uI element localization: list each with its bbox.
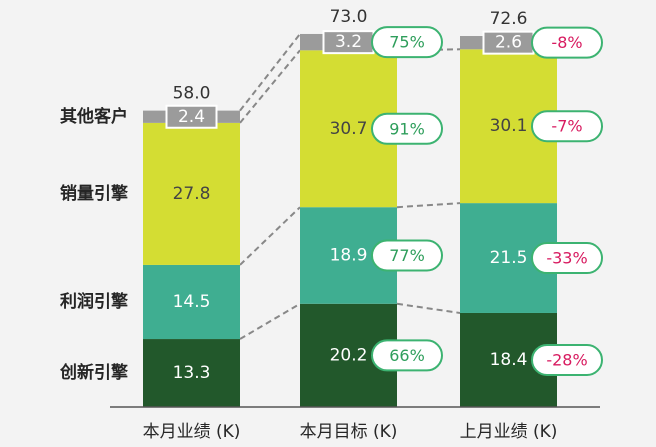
- connector-line-bar1-bar2: [239, 206, 301, 266]
- comparison-bubble-label: -33%: [546, 249, 587, 268]
- total-value-label: 58.0: [173, 84, 211, 104]
- x-tick-label: 上月业绩 (K): [460, 422, 558, 442]
- bar-segment: [143, 122, 240, 265]
- comparison-bubble-label: 77%: [389, 246, 425, 265]
- x-tick-label: 本月目标 (K): [300, 422, 398, 442]
- comparison-bubble: [371, 112, 443, 145]
- segment-value-label: 18.9: [330, 245, 368, 265]
- x-tick-label: 本月业绩 (K): [143, 422, 241, 442]
- comparison-bubble: [371, 26, 443, 59]
- segment-value-label: 18.4: [490, 350, 528, 370]
- comparison-bubble-label: -8%: [551, 33, 582, 52]
- comparison-bubble: [371, 239, 443, 272]
- segment-value-label: 30.7: [330, 119, 368, 139]
- comparison-bubble-label: 75%: [389, 33, 425, 52]
- series-row-label: 利润引擎: [60, 291, 129, 312]
- segment-value-label: 13.3: [173, 363, 211, 383]
- segment-value-label: 30.1: [490, 116, 528, 136]
- segment-value-label: 14.5: [173, 292, 211, 312]
- bar-segment: [143, 339, 240, 407]
- comparison-bubble-label: -7%: [551, 117, 582, 136]
- labels: 13.3 14.5 27.8 2.4 58.0 本月业绩 (K) 20.2 18.9 30.7 3…: [59, 7, 603, 442]
- connector-line-bar1-bar2: [239, 49, 301, 124]
- segment-value-label: 21.5: [490, 248, 528, 268]
- total-value-label: 73.0: [330, 7, 368, 27]
- bar-segment: [143, 264, 240, 340]
- comparison-bubble: [371, 339, 443, 372]
- comparison-bubble-label: 91%: [389, 119, 425, 138]
- series-row-label: 销量引擎: [60, 183, 129, 204]
- segment-value-label: 27.8: [173, 184, 211, 204]
- segment-value-label: 3.2: [335, 32, 362, 52]
- comparison-bubble-label: -28%: [546, 350, 587, 369]
- segment-value-label: 20.2: [330, 345, 368, 365]
- total-value-label: 72.6: [490, 9, 528, 29]
- connector-line-bar1-bar2: [239, 302, 301, 340]
- connector-line-bar2-bar3: [396, 202, 461, 209]
- segment-value-label: 2.6: [495, 33, 522, 53]
- series-row-label: 其他客户: [60, 106, 128, 127]
- comparison-bubble-label: 66%: [389, 346, 425, 365]
- comparison-bubble: [531, 242, 603, 275]
- connector-line-bar1-bar2: [239, 33, 301, 112]
- comparison-bubble: [531, 26, 603, 59]
- connector-line-bar2-bar3: [396, 302, 461, 314]
- other-value-box: [165, 104, 218, 129]
- comparison-bubble: [531, 110, 603, 143]
- bars: [110, 33, 600, 408]
- comparison-bubble: [531, 343, 603, 376]
- segment-value-label: 2.4: [178, 107, 205, 127]
- series-row-label: 创新引擎: [59, 362, 129, 383]
